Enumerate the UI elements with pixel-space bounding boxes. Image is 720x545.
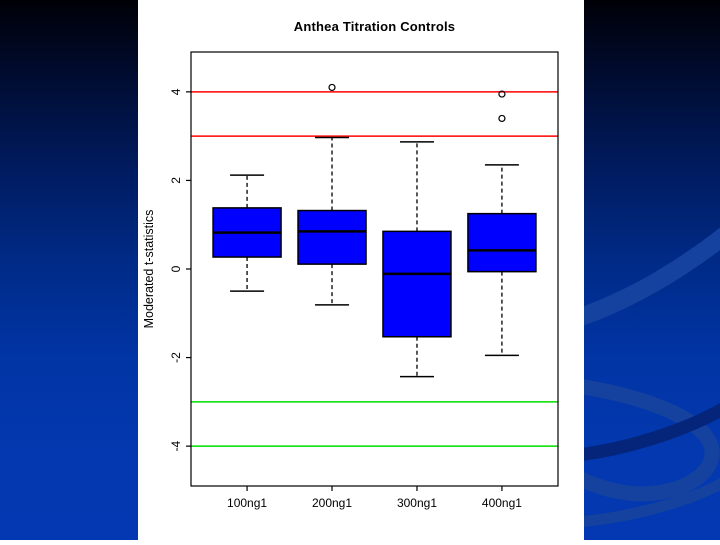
x-tick-label: 200ng1 xyxy=(312,496,352,510)
y-tick-label: -4 xyxy=(169,440,183,451)
y-tick-label: 4 xyxy=(169,88,183,95)
right-gradient-panel xyxy=(584,0,720,540)
swoosh-curve-upper xyxy=(584,227,720,326)
swoosh-curve-lower xyxy=(584,477,720,527)
swoosh-curve-hook xyxy=(584,379,720,502)
box xyxy=(297,209,367,265)
x-tick-label: 400ng1 xyxy=(482,496,522,510)
box xyxy=(467,212,537,273)
swoosh-curve-dark xyxy=(584,402,720,461)
x-tick-label: 300ng1 xyxy=(397,496,437,510)
y-tick-label: -2 xyxy=(169,352,183,363)
boxplot-chart: Moderated t-statistics 100ng1 200ng1 300ng… xyxy=(142,51,559,510)
y-axis-label: Moderated t-statistics xyxy=(142,210,156,329)
chart-panel: Anthea Titration Controls Moderated t-st… xyxy=(138,0,584,540)
left-gradient-panel xyxy=(0,0,138,540)
outlier-point xyxy=(498,90,506,98)
chart-title: Anthea Titration Controls xyxy=(293,19,456,34)
x-tick-label: 100ng1 xyxy=(227,496,267,510)
outlier-point xyxy=(498,114,506,123)
box xyxy=(382,230,452,338)
swoosh-graphic xyxy=(584,227,720,527)
y-tick-label: 0 xyxy=(169,265,183,272)
outlier-point xyxy=(328,83,336,92)
y-tick-label: 2 xyxy=(169,177,183,184)
plot-frame xyxy=(190,51,559,487)
